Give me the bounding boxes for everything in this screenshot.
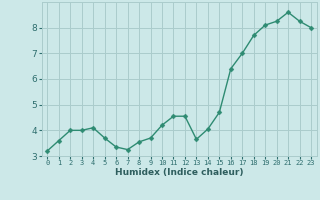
X-axis label: Humidex (Indice chaleur): Humidex (Indice chaleur) bbox=[115, 168, 244, 177]
